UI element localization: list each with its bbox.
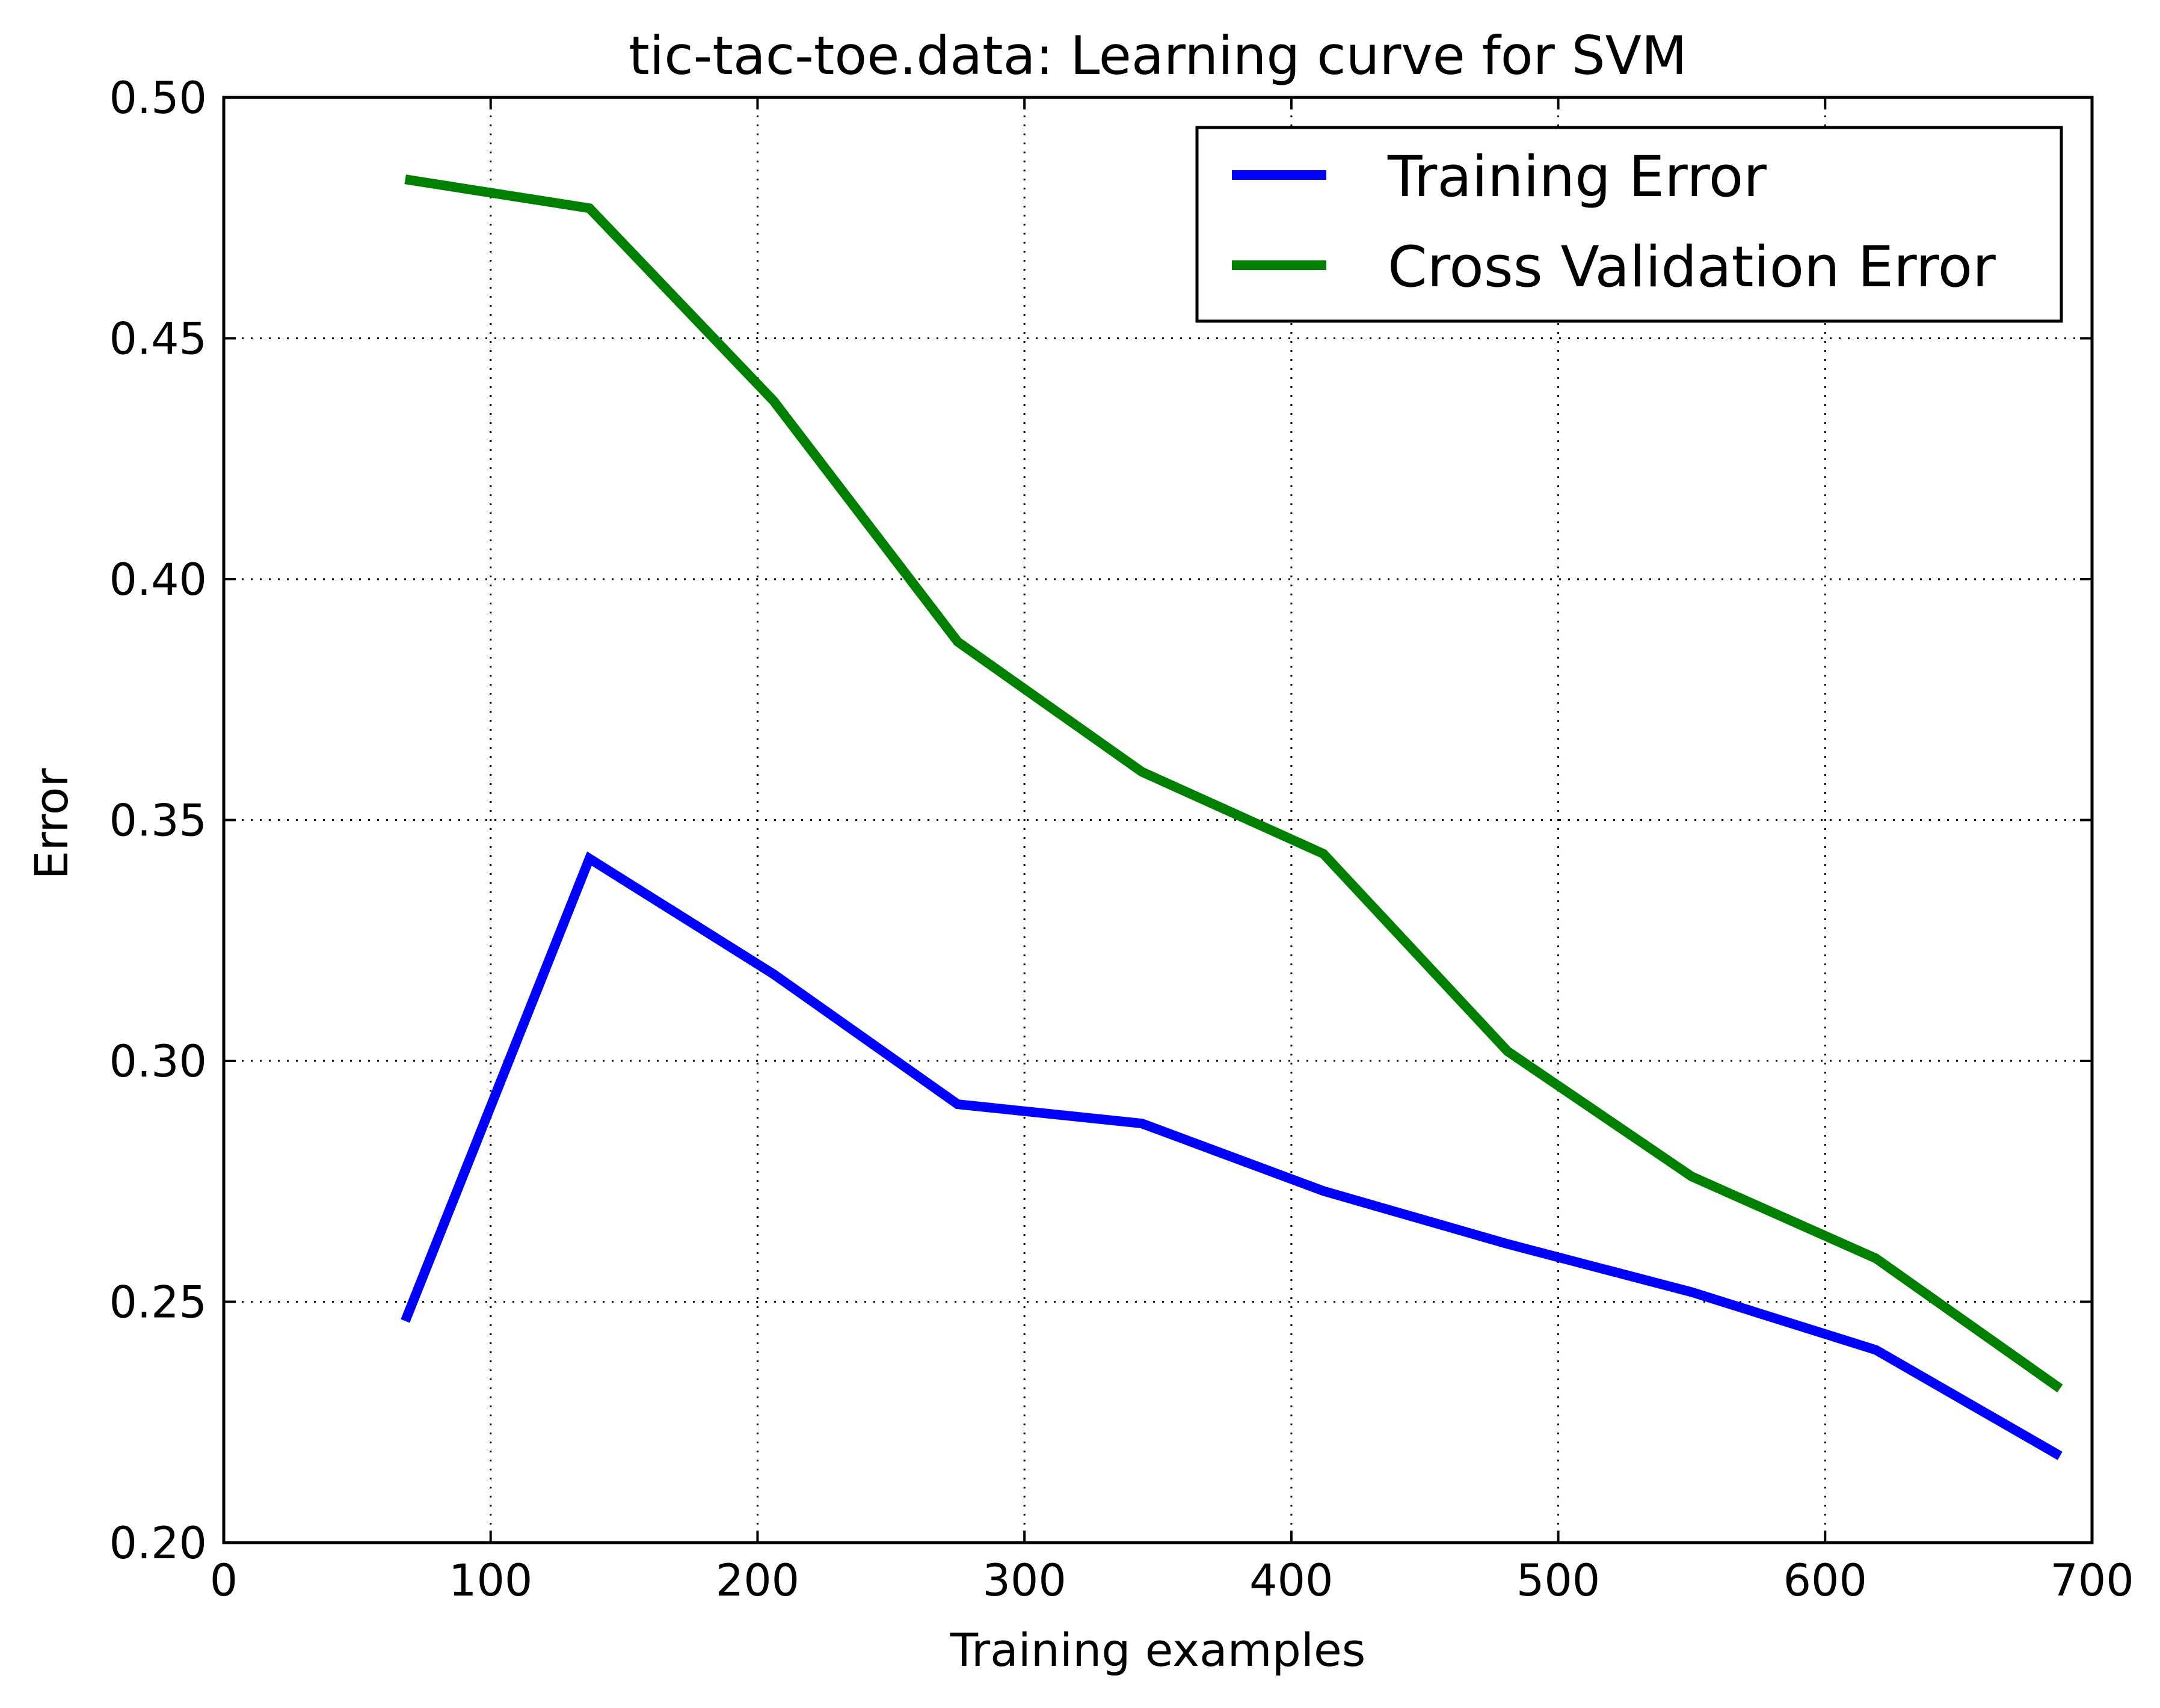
y-tick-label: 0.30	[109, 1036, 207, 1087]
x-axis-title: Training examples	[950, 1623, 1366, 1677]
x-tick-labels: 0 100 200 300 400 500 600 700	[210, 1555, 2134, 1606]
axis-ticks	[223, 96, 2093, 1544]
x-tick-label: 400	[1249, 1555, 1333, 1606]
y-tick-label: 0.20	[109, 1518, 207, 1569]
y-tick-label: 0.45	[109, 314, 207, 365]
legend-label-cross-validation-error: Cross Validation Error	[1388, 235, 1996, 300]
legend: Training Error Cross Validation Error	[1195, 126, 2063, 323]
legend-box	[1195, 126, 2063, 323]
legend-label-training-error: Training Error	[1387, 144, 1767, 210]
series-lines	[401, 174, 2063, 1460]
y-tick-label: 0.35	[109, 796, 207, 847]
series-line-cross-validation-error	[404, 174, 2063, 1393]
series-line-training-error	[401, 851, 2063, 1460]
x-tick-label: 600	[1783, 1555, 1867, 1606]
x-tick-label: 300	[982, 1555, 1066, 1606]
y-tick-label: 0.50	[109, 73, 207, 124]
x-tick-label: 700	[2050, 1555, 2134, 1606]
y-tick-label: 0.25	[109, 1277, 207, 1329]
y-tick-label: 0.40	[109, 554, 207, 606]
x-tick-label: 0	[210, 1555, 238, 1606]
x-tick-label: 100	[449, 1555, 532, 1606]
x-tick-label: 500	[1516, 1555, 1600, 1606]
chart-title: tic-tac-toe.data: Learning curve for SVM	[629, 25, 1687, 87]
y-tick-labels: 0.20 0.25 0.30 0.35 0.40 0.45 0.50	[109, 73, 207, 1569]
x-tick-label: 200	[716, 1555, 799, 1606]
y-axis-title: Error	[25, 768, 78, 880]
